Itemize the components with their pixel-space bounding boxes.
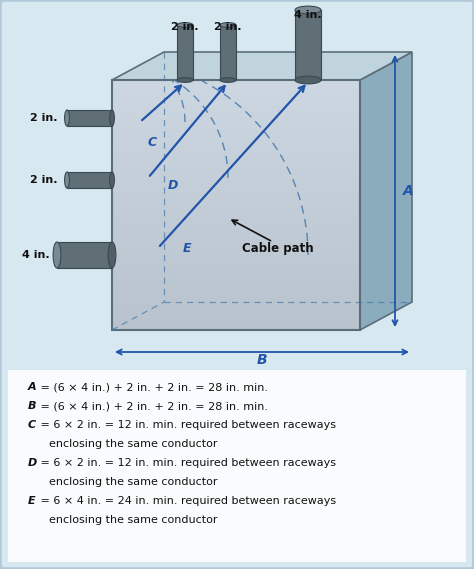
Polygon shape: [360, 52, 412, 330]
Ellipse shape: [109, 172, 114, 188]
Text: = (6 × 4 in.) + 2 in. + 2 in. = 28 in. min.: = (6 × 4 in.) + 2 in. + 2 in. = 28 in. m…: [37, 382, 268, 392]
Polygon shape: [112, 292, 360, 305]
Bar: [8, 370, 466, 562]
Polygon shape: [112, 255, 360, 267]
Polygon shape: [112, 305, 360, 318]
Text: = 6 × 2 in. = 12 in. min. required between raceways: = 6 × 2 in. = 12 in. min. required betwe…: [37, 458, 336, 468]
Polygon shape: [112, 167, 360, 180]
Ellipse shape: [220, 77, 236, 83]
Polygon shape: [112, 280, 360, 292]
Polygon shape: [295, 10, 321, 80]
Text: B: B: [257, 353, 267, 367]
Polygon shape: [112, 242, 360, 255]
Text: 2 in.: 2 in.: [171, 22, 199, 32]
Ellipse shape: [295, 76, 321, 84]
Text: 2 in.: 2 in.: [30, 113, 58, 123]
Polygon shape: [112, 142, 360, 155]
Ellipse shape: [53, 242, 61, 268]
Text: 4 in.: 4 in.: [22, 250, 50, 260]
Ellipse shape: [108, 242, 116, 268]
Text: 4 in.: 4 in.: [294, 10, 322, 20]
Polygon shape: [112, 118, 360, 130]
Ellipse shape: [295, 6, 321, 14]
Polygon shape: [177, 25, 193, 80]
Ellipse shape: [64, 110, 69, 126]
Ellipse shape: [109, 110, 114, 126]
Polygon shape: [112, 217, 360, 230]
Polygon shape: [112, 318, 360, 330]
Text: enclosing the same conductor: enclosing the same conductor: [28, 439, 218, 449]
Text: E: E: [183, 241, 191, 254]
Polygon shape: [112, 155, 360, 167]
Polygon shape: [112, 180, 360, 192]
Text: = 6 × 2 in. = 12 in. min. required between raceways: = 6 × 2 in. = 12 in. min. required betwe…: [37, 420, 336, 430]
Ellipse shape: [177, 23, 193, 27]
Polygon shape: [112, 230, 360, 242]
Polygon shape: [112, 205, 360, 217]
Polygon shape: [57, 242, 112, 268]
Ellipse shape: [220, 23, 236, 27]
Polygon shape: [67, 172, 112, 188]
Polygon shape: [67, 110, 112, 126]
Text: 2 in.: 2 in.: [214, 22, 242, 32]
Text: enclosing the same conductor: enclosing the same conductor: [28, 515, 218, 525]
Polygon shape: [112, 80, 360, 93]
Polygon shape: [112, 192, 360, 205]
Text: 2 in.: 2 in.: [30, 175, 58, 185]
Text: A: A: [403, 184, 414, 198]
Polygon shape: [112, 52, 412, 80]
Text: B: B: [28, 401, 36, 411]
Text: E: E: [28, 496, 36, 506]
Polygon shape: [112, 130, 360, 142]
Polygon shape: [112, 105, 360, 118]
Polygon shape: [112, 267, 360, 280]
Text: A: A: [28, 382, 36, 392]
Text: C: C: [148, 135, 157, 149]
Text: enclosing the same conductor: enclosing the same conductor: [28, 477, 218, 487]
Text: Cable path: Cable path: [242, 242, 314, 255]
Polygon shape: [220, 25, 236, 80]
Text: = (6 × 4 in.) + 2 in. + 2 in. = 28 in. min.: = (6 × 4 in.) + 2 in. + 2 in. = 28 in. m…: [37, 401, 268, 411]
Polygon shape: [112, 93, 360, 105]
Text: C: C: [28, 420, 36, 430]
Ellipse shape: [64, 172, 69, 188]
Ellipse shape: [177, 77, 193, 83]
Text: = 6 × 4 in. = 24 in. min. required between raceways: = 6 × 4 in. = 24 in. min. required betwe…: [37, 496, 336, 506]
Text: D: D: [168, 179, 178, 192]
Text: D: D: [28, 458, 37, 468]
